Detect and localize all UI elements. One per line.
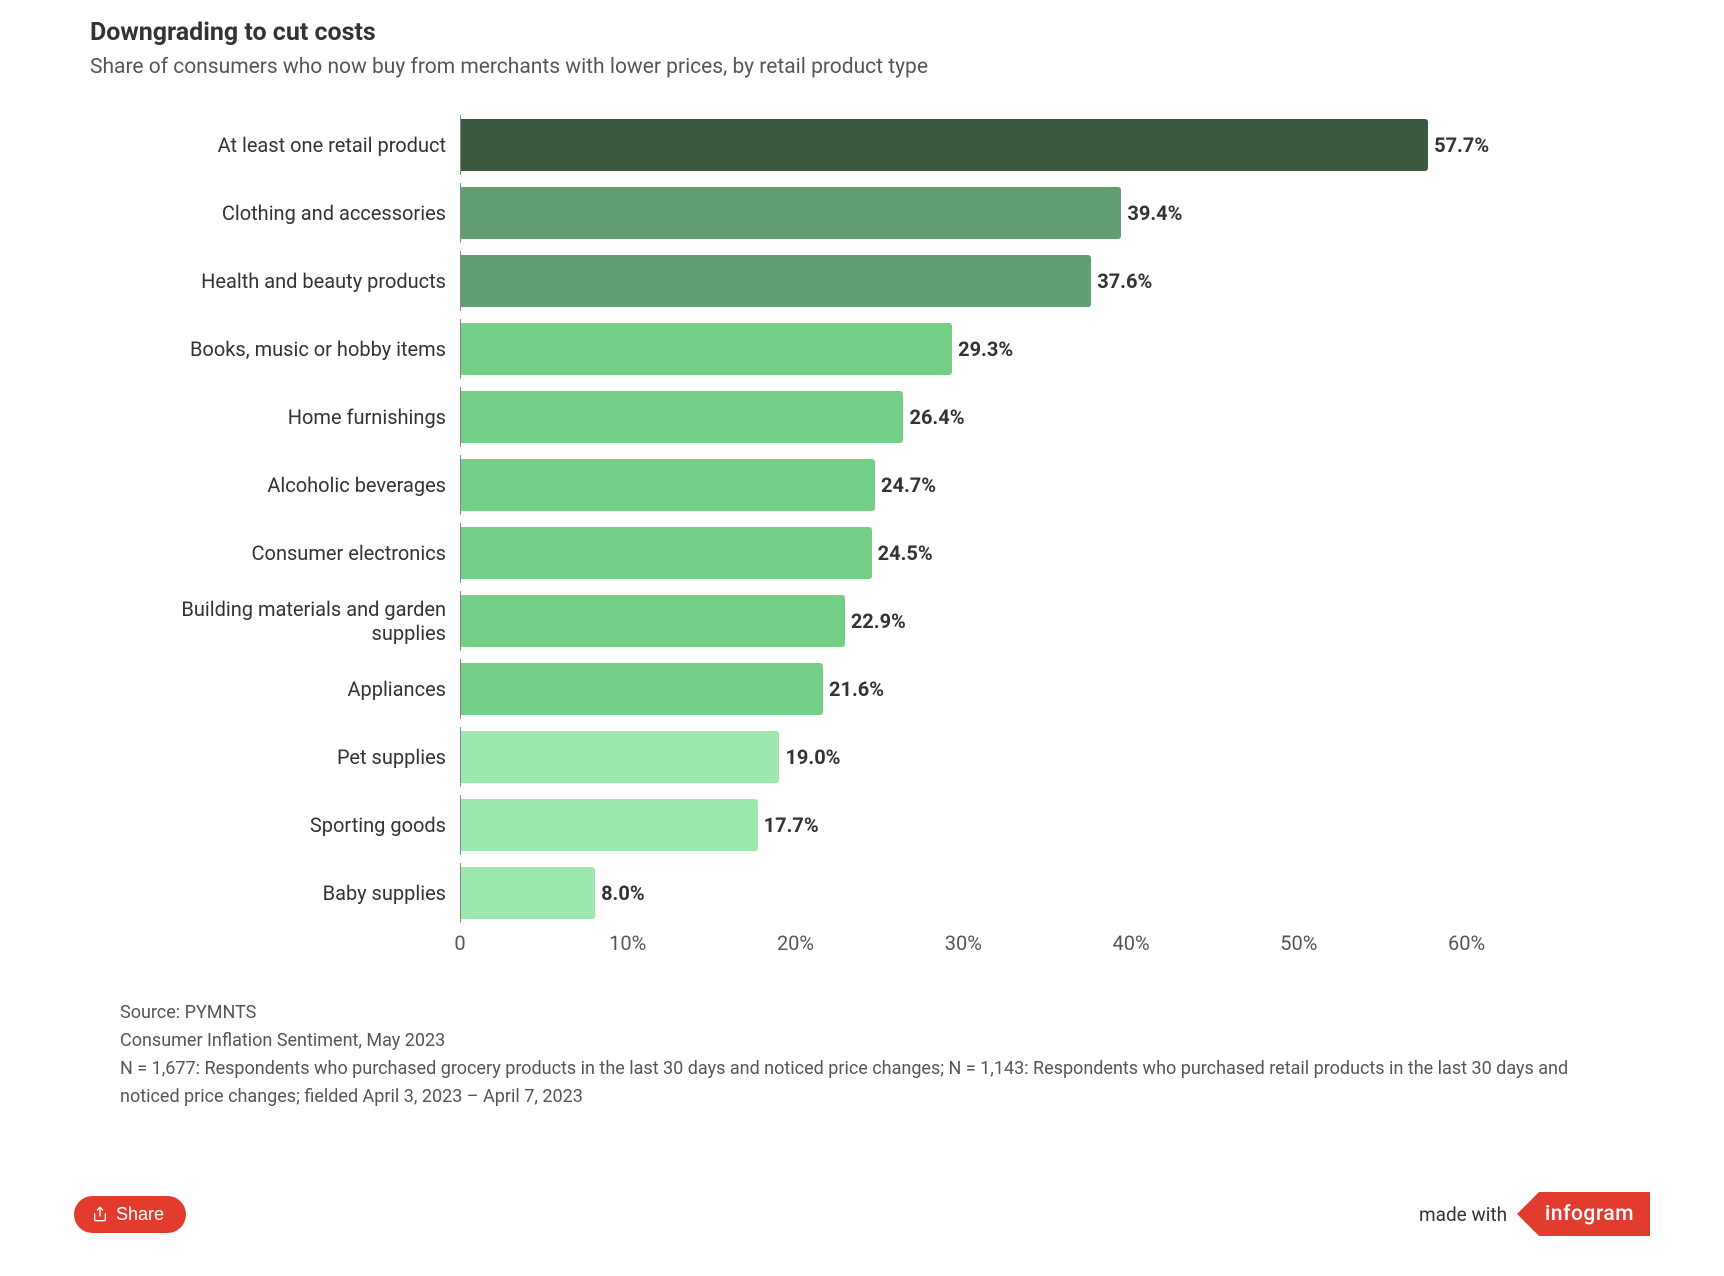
bar-row: Sporting goods 17.7% — [110, 795, 1584, 855]
bar-fill[interactable] — [461, 595, 845, 647]
share-icon — [92, 1206, 108, 1222]
footer-source: Source: PYMNTS — [120, 999, 1574, 1027]
bar-value-label: 29.3% — [958, 337, 1013, 361]
bar-label: Pet supplies — [110, 745, 460, 769]
bar-value-label: 26.4% — [909, 405, 964, 429]
bar-label: Sporting goods — [110, 813, 460, 837]
bar-track: 24.5% — [460, 523, 1584, 583]
bar-row: Consumer electronics 24.5% — [110, 523, 1584, 583]
bar-value-label: 19.0% — [785, 745, 840, 769]
bar-row: Pet supplies 19.0% — [110, 727, 1584, 787]
bar-label: Building materials and garden supplies — [110, 597, 460, 645]
bar-value-label: 37.6% — [1097, 269, 1152, 293]
axis-tick: 10% — [609, 931, 646, 955]
bar-fill[interactable] — [461, 255, 1091, 307]
bottom-bar: Share made with infogram — [0, 1192, 1724, 1236]
footer-methodology: N = 1,677: Respondents who purchased gro… — [120, 1055, 1574, 1111]
bar-row: Building materials and garden supplies 22… — [110, 591, 1584, 651]
bar-track: 22.9% — [460, 591, 1584, 651]
bar-fill[interactable] — [461, 391, 903, 443]
infogram-label: infogram — [1539, 1192, 1650, 1236]
bar-track: 21.6% — [460, 659, 1584, 719]
bar-fill[interactable] — [461, 459, 875, 511]
bar-fill[interactable] — [461, 527, 872, 579]
bar-track: 37.6% — [460, 251, 1584, 311]
footer-report: Consumer Inflation Sentiment, May 2023 — [120, 1027, 1574, 1055]
footer-notes: Source: PYMNTS Consumer Inflation Sentim… — [120, 999, 1574, 1111]
bar-fill[interactable] — [461, 799, 758, 851]
bar-row: Alcoholic beverages 24.7% — [110, 455, 1584, 515]
axis-tick: 40% — [1112, 931, 1149, 955]
chart-container: Downgrading to cut costs Share of consum… — [0, 0, 1724, 1111]
bar-fill[interactable] — [461, 119, 1428, 171]
bar-label: Health and beauty products — [110, 269, 460, 293]
bar-value-label: 57.7% — [1434, 133, 1489, 157]
share-button-label: Share — [116, 1204, 164, 1225]
infogram-arrow-icon — [1517, 1192, 1539, 1236]
bar-label: Clothing and accessories — [110, 201, 460, 225]
bar-fill[interactable] — [461, 323, 952, 375]
axis-tick: 0 — [454, 931, 465, 955]
axis-tick: 50% — [1280, 931, 1317, 955]
bar-value-label: 24.5% — [878, 541, 933, 565]
bar-value-label: 39.4% — [1127, 201, 1182, 225]
chart-subtitle: Share of consumers who now buy from merc… — [90, 55, 1604, 79]
bar-label: At least one retail product — [110, 133, 460, 157]
bar-label: Home furnishings — [110, 405, 460, 429]
share-button[interactable]: Share — [74, 1196, 186, 1233]
bar-value-label: 21.6% — [829, 677, 884, 701]
bar-fill[interactable] — [461, 731, 779, 783]
bar-track: 57.7% — [460, 115, 1584, 175]
bar-label: Appliances — [110, 677, 460, 701]
bar-row: At least one retail product 57.7% — [110, 115, 1584, 175]
infogram-link[interactable]: infogram — [1517, 1192, 1650, 1236]
bar-track: 29.3% — [460, 319, 1584, 379]
bar-track: 19.0% — [460, 727, 1584, 787]
bar-track: 26.4% — [460, 387, 1584, 447]
bar-track: 8.0% — [460, 863, 1584, 923]
bar-track: 17.7% — [460, 795, 1584, 855]
bar-fill[interactable] — [461, 663, 823, 715]
bar-row: Baby supplies 8.0% — [110, 863, 1584, 923]
bar-fill[interactable] — [461, 187, 1121, 239]
made-with-label: made with — [1419, 1203, 1507, 1226]
axis-tick: 20% — [777, 931, 814, 955]
chart-title: Downgrading to cut costs — [90, 18, 1604, 47]
axis-track: 010%20%30%40%50%60% — [460, 931, 1584, 971]
bar-row: Appliances 21.6% — [110, 659, 1584, 719]
bar-label: Alcoholic beverages — [110, 473, 460, 497]
made-with: made with infogram — [1419, 1192, 1650, 1236]
bar-label: Consumer electronics — [110, 541, 460, 565]
bar-row: Books, music or hobby items 29.3% — [110, 319, 1584, 379]
bar-track: 39.4% — [460, 183, 1584, 243]
bar-row: Clothing and accessories 39.4% — [110, 183, 1584, 243]
bar-row: Home furnishings 26.4% — [110, 387, 1584, 447]
bar-value-label: 24.7% — [881, 473, 936, 497]
bar-row: Health and beauty products 37.6% — [110, 251, 1584, 311]
bar-label: Baby supplies — [110, 881, 460, 905]
bar-fill[interactable] — [461, 867, 595, 919]
bar-track: 24.7% — [460, 455, 1584, 515]
bar-label: Books, music or hobby items — [110, 337, 460, 361]
bar-value-label: 8.0% — [601, 881, 645, 905]
axis-tick: 30% — [945, 931, 982, 955]
bar-value-label: 17.7% — [764, 813, 819, 837]
chart-area: At least one retail product 57.7% Clothing… — [110, 115, 1584, 971]
x-axis: 0 10% 20% 30% 40% 50% 60% — [110, 931, 1584, 971]
bar-value-label: 22.9% — [851, 609, 906, 633]
axis-tick: 60% — [1448, 931, 1485, 955]
